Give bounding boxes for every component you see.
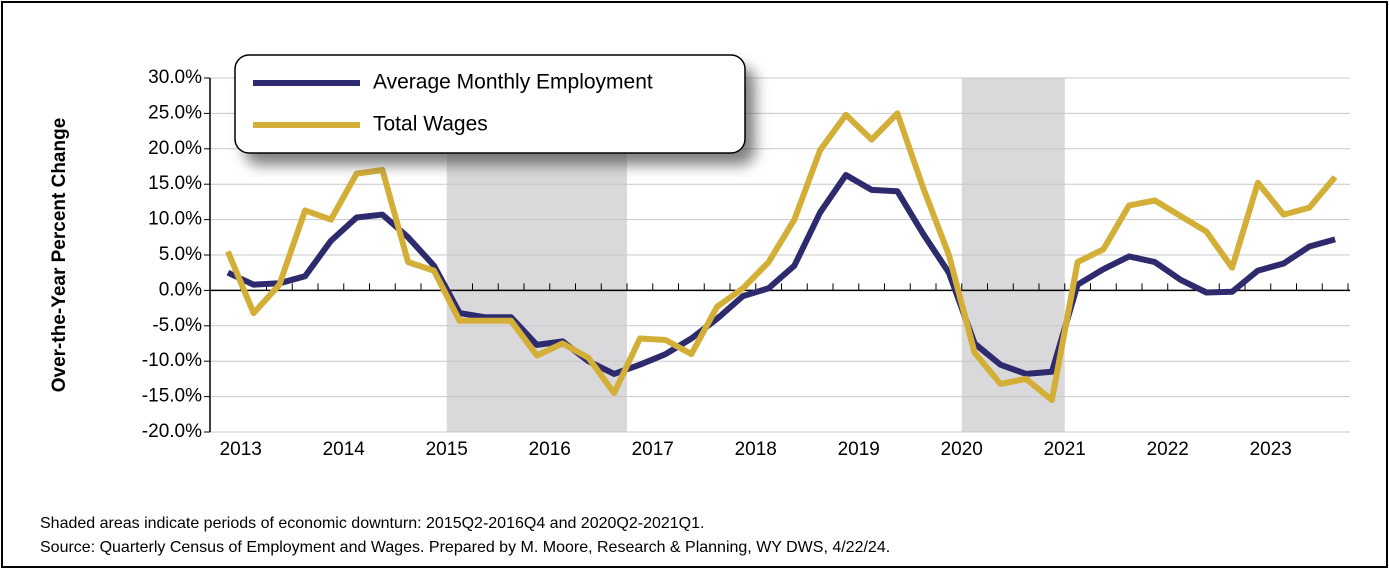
legend: [234, 54, 746, 154]
y-tick-label: 5.0%: [159, 244, 202, 265]
x-tick-label: 2021: [1044, 439, 1086, 460]
y-tick-label: 25.0%: [148, 102, 202, 123]
series-line: [226, 172, 1336, 377]
y-tick-label: -5.0%: [152, 315, 202, 336]
x-tick-label: 2015: [426, 439, 468, 460]
x-tick-label: 2018: [735, 439, 777, 460]
y-tick-label: 0.0%: [159, 279, 202, 300]
legend-label: Total Wages: [373, 113, 488, 136]
x-tick-label: 2016: [529, 439, 571, 460]
note: Source: Quarterly Census of Employment a…: [40, 539, 890, 556]
x-tick-label: 2023: [1250, 439, 1292, 460]
legend-label: Average Monthly Employment: [373, 71, 653, 94]
x-tick-label: 2022: [1147, 439, 1189, 460]
y-tick-label: -15.0%: [142, 386, 202, 407]
x-tick-label: 2014: [323, 439, 366, 460]
x-tick-label: 2013: [220, 439, 262, 460]
y-tick-label: 10.0%: [148, 209, 202, 230]
y-tick-label: 30.0%: [148, 67, 202, 88]
x-tick-label: 2020: [941, 439, 983, 460]
series-line: [225, 110, 1338, 404]
y-tick-label: -20.0%: [142, 421, 202, 442]
y-axis-title: Over-the-Year Percent Change: [49, 118, 70, 393]
y-tick-label: 20.0%: [148, 138, 202, 159]
x-tick-label: 2019: [838, 439, 880, 460]
note: Shaded areas indicate periods of economi…: [40, 515, 704, 532]
y-tick-label: 15.0%: [148, 173, 202, 194]
y-tick-label: -10.0%: [142, 350, 202, 371]
x-tick-label: 2017: [632, 439, 674, 460]
